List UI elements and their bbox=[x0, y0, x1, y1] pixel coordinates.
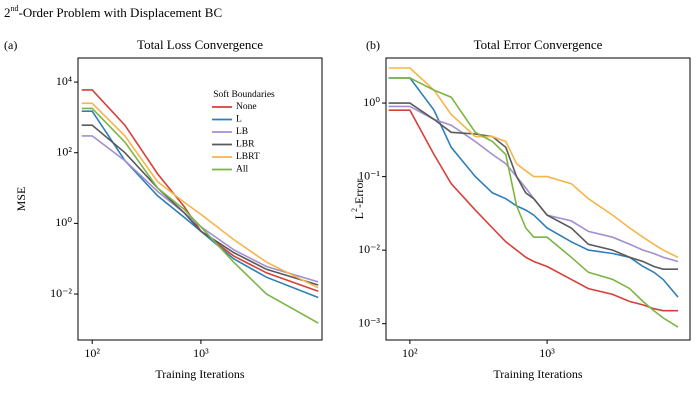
series-line bbox=[388, 77, 679, 328]
y-label-part: L bbox=[352, 212, 366, 219]
y-tick-label: 10⁻³ bbox=[358, 315, 380, 329]
series-line bbox=[388, 67, 679, 259]
y-tick-label: 10⁰ bbox=[55, 215, 72, 229]
y-tick-label: 10² bbox=[56, 144, 72, 158]
series-line bbox=[81, 110, 319, 299]
y-label-part: MSE bbox=[14, 187, 28, 212]
y-tick-label: 10⁴ bbox=[56, 74, 72, 88]
y-tick-label: 10⁰ bbox=[363, 95, 380, 109]
series-line bbox=[81, 124, 319, 286]
legend-label: LBRT bbox=[236, 152, 260, 162]
y-axis-label: L2-Error bbox=[350, 179, 366, 220]
legend-label: LB bbox=[236, 127, 248, 137]
y-tick-label: 10⁻¹ bbox=[358, 168, 380, 182]
series-line bbox=[388, 105, 679, 263]
x-tick-label: 10³ bbox=[193, 346, 209, 360]
series-line bbox=[81, 102, 319, 289]
x-tick-label: 10³ bbox=[539, 346, 555, 360]
x-axis-label: Training Iterations bbox=[493, 367, 583, 381]
figure-title: 2nd-Order Problem with Displacement BC bbox=[4, 4, 222, 20]
y-label-part: -Error bbox=[352, 179, 366, 208]
legend-title: Soft Boundaries bbox=[213, 89, 275, 100]
title-sup: nd bbox=[11, 4, 19, 13]
legend-label: None bbox=[236, 102, 257, 112]
legend-label: LBR bbox=[236, 140, 255, 150]
series-line bbox=[81, 89, 319, 292]
legend-label: L bbox=[236, 115, 242, 125]
x-tick-label: 10² bbox=[84, 346, 100, 360]
y-tick-label: 10⁻² bbox=[358, 242, 380, 256]
series-line bbox=[388, 109, 678, 312]
y-label-part: 2 bbox=[350, 208, 359, 212]
title-part: -Order Problem with Displacement BC bbox=[19, 5, 223, 20]
series-line bbox=[388, 77, 679, 298]
title-part: 2 bbox=[4, 5, 11, 20]
x-axis-label: Training Iterations bbox=[155, 367, 245, 381]
series-line bbox=[388, 102, 678, 270]
legend-label: All bbox=[236, 165, 249, 175]
series-line bbox=[81, 135, 319, 283]
y-tick-label: 10⁻² bbox=[50, 286, 72, 300]
panel-label: (a) bbox=[4, 38, 17, 52]
plot-frame bbox=[385, 57, 691, 341]
chart-title: Total Error Convergence bbox=[474, 37, 603, 52]
panel-label: (b) bbox=[366, 38, 380, 52]
chart-title: Total Loss Convergence bbox=[137, 37, 263, 52]
x-tick-label: 10² bbox=[402, 346, 418, 360]
plot-frame bbox=[77, 57, 323, 341]
series-line bbox=[81, 107, 319, 324]
y-axis-label: MSE bbox=[14, 187, 28, 212]
